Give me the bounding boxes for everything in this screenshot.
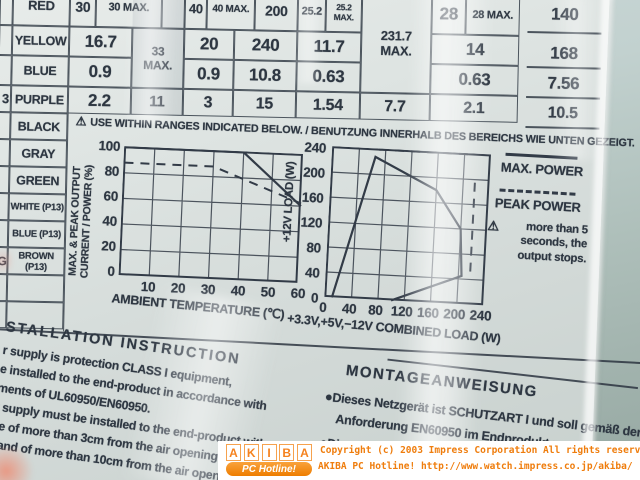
xtick: 120	[390, 303, 413, 320]
graph-load-plot	[324, 146, 491, 306]
legend-warning: ⚠ more than 5 seconds, the output stops.	[486, 218, 634, 269]
warning-triangle-icon: ⚠	[487, 217, 500, 234]
logo-letter: A	[297, 444, 312, 461]
ytick: 200	[302, 164, 326, 181]
footer-url-line: AKIBA PC Hotline! http://www.watch.impre…	[318, 461, 633, 472]
solid-line-sample	[505, 152, 578, 160]
logo-letter: B	[279, 444, 295, 461]
akiba-logo: A K I B A PC Hotline!	[226, 444, 312, 477]
xtick: 200	[443, 306, 466, 323]
xtick: 240	[469, 307, 492, 324]
xtick: 40	[341, 300, 357, 317]
ytick: 120	[300, 214, 323, 231]
ytick: 240	[304, 139, 327, 156]
logo-letter: I	[261, 444, 277, 461]
legend-warning-text: more than 5 seconds, the output stops.	[517, 221, 589, 266]
footer-watermark-bar: A K I B A PC Hotline! Copyright (c) 2003…	[218, 441, 640, 480]
graph-temp-plot	[118, 146, 304, 283]
footer-copyright-line: Copyright (c) 2003 Impress Corporation A…	[320, 445, 640, 456]
installation-line: er.	[0, 456, 1, 472]
grid-lines	[120, 148, 301, 281]
ytick: 80	[306, 239, 322, 256]
ytick: 160	[301, 189, 324, 206]
logo-letter: K	[243, 444, 259, 461]
legend-peak-power-label: PEAK POWER	[494, 195, 581, 216]
xtick: 80	[367, 302, 384, 318]
akiba-logo-subtitle: PC Hotline!	[226, 462, 312, 476]
peak-power-curve	[124, 161, 302, 205]
xtick: 160	[416, 304, 440, 321]
logo-letter: A	[226, 444, 241, 461]
ytick: 40	[304, 264, 320, 281]
akiba-logo-letters: A K I B A	[226, 444, 312, 461]
grid-lines	[326, 148, 489, 303]
graph-legend: MAX. POWER PEAK POWER ⚠ more than 5 seco…	[486, 146, 638, 269]
legend-max-power-label: MAX. POWER	[500, 159, 584, 180]
dashed-line-sample	[499, 188, 576, 196]
max-power-curve	[125, 146, 302, 207]
